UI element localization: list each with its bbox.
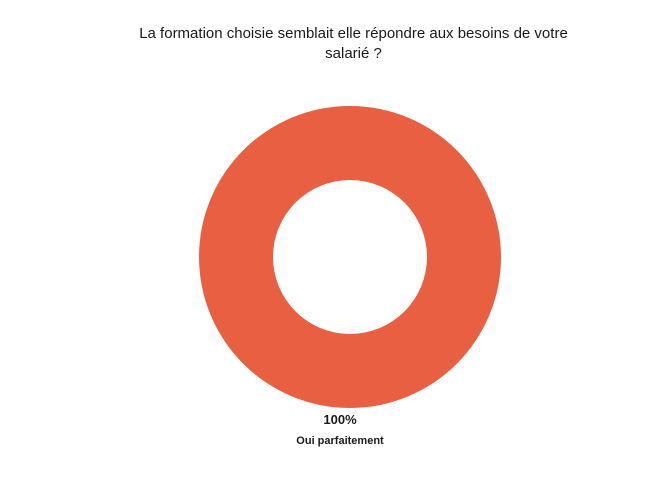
chart-title-line-1: La formation choisie semblait elle répon…: [139, 25, 568, 42]
slice-category-label: Oui parfaitement: [296, 435, 384, 447]
slice-value-label: 100%: [323, 412, 357, 427]
chart-title: La formation choisie semblait elle répon…: [120, 24, 587, 64]
donut-slices: [199, 106, 501, 408]
donut-slice-0: [199, 106, 501, 408]
chart-title-line-2: salarié ?: [325, 45, 382, 62]
